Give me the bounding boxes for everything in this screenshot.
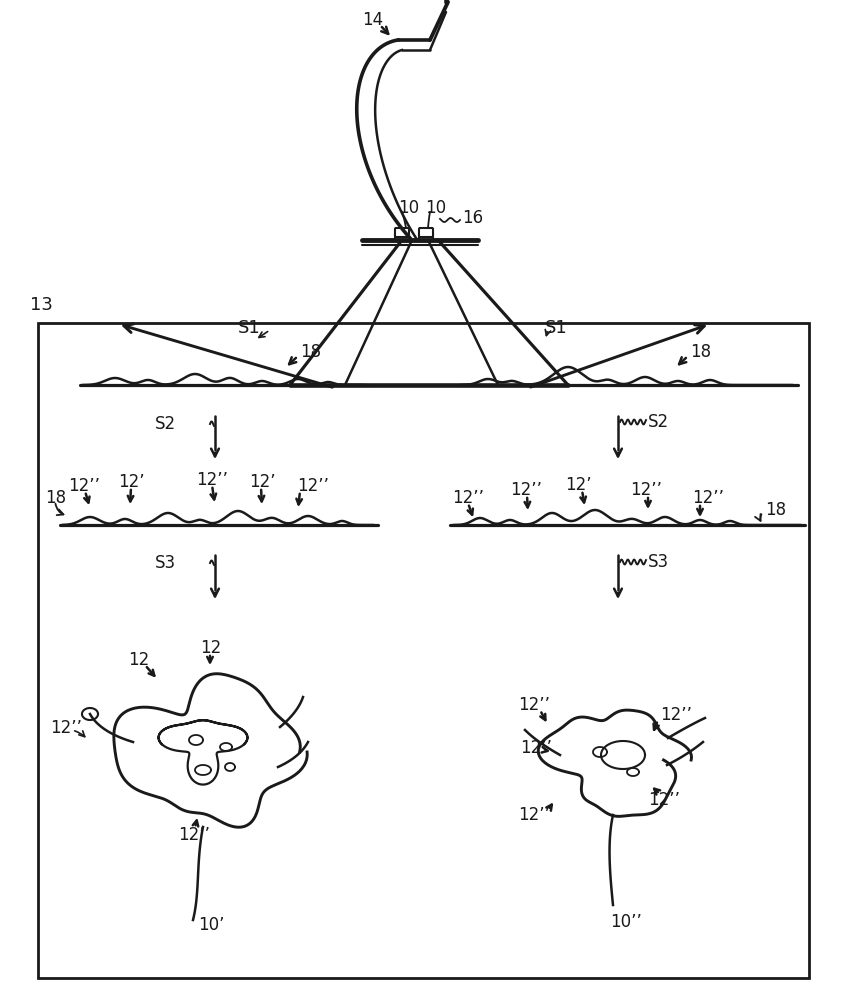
Text: 16: 16 (462, 209, 483, 227)
Text: S2: S2 (648, 413, 669, 431)
FancyBboxPatch shape (395, 228, 409, 237)
Text: S1: S1 (545, 319, 567, 337)
Text: 12: 12 (128, 651, 149, 669)
Text: S3: S3 (155, 554, 176, 572)
Text: S2: S2 (155, 415, 176, 433)
Text: 12’’: 12’’ (452, 489, 484, 507)
Text: 18: 18 (690, 343, 711, 361)
Text: 12’’: 12’’ (68, 477, 100, 495)
Text: 12’’: 12’’ (518, 696, 550, 714)
FancyBboxPatch shape (395, 232, 409, 241)
Text: 12’’: 12’’ (518, 806, 550, 824)
Text: 18: 18 (765, 501, 786, 519)
Text: 18: 18 (300, 343, 321, 361)
Text: 10’’: 10’’ (610, 913, 642, 931)
Text: 12’’: 12’’ (660, 706, 692, 724)
Text: 14: 14 (362, 11, 383, 29)
Text: 12’: 12’ (249, 473, 275, 491)
FancyBboxPatch shape (419, 228, 433, 237)
Text: 12’’: 12’’ (196, 471, 228, 489)
Text: 10’: 10’ (198, 916, 224, 934)
Text: 18: 18 (45, 489, 66, 507)
FancyBboxPatch shape (38, 323, 809, 978)
Text: 12’’: 12’’ (297, 477, 329, 495)
Text: 12’: 12’ (565, 476, 591, 494)
Text: 12’’: 12’’ (178, 826, 210, 844)
Text: S1: S1 (238, 319, 261, 337)
Text: 10: 10 (398, 199, 419, 217)
Text: 12’’: 12’’ (50, 719, 82, 737)
Text: 12’’: 12’’ (630, 481, 662, 499)
Text: 12: 12 (200, 639, 221, 657)
Text: 10: 10 (425, 199, 446, 217)
Text: S3: S3 (648, 553, 669, 571)
Text: 12’’: 12’’ (648, 791, 680, 809)
Text: 12’’: 12’’ (692, 489, 724, 507)
Text: 12’: 12’ (118, 473, 145, 491)
FancyBboxPatch shape (419, 232, 433, 241)
Text: 13: 13 (30, 296, 53, 314)
Text: 12’’: 12’’ (520, 739, 552, 757)
Text: 12’’: 12’’ (510, 481, 542, 499)
